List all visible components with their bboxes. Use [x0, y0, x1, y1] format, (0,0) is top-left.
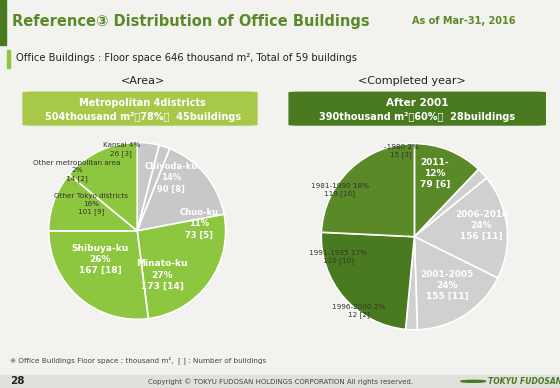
Text: 2001-2005
24%
155 [11]: 2001-2005 24% 155 [11]: [421, 270, 474, 301]
Wedge shape: [137, 145, 170, 231]
Text: Shibuya-ku
26%
167 [18]: Shibuya-ku 26% 167 [18]: [72, 244, 129, 275]
Circle shape: [461, 380, 486, 382]
Wedge shape: [137, 214, 226, 319]
Text: 28: 28: [10, 376, 25, 386]
Text: 2011-
12%
79 [6]: 2011- 12% 79 [6]: [419, 158, 450, 189]
Text: Kansai 4%
26 [3]: Kansai 4% 26 [3]: [102, 142, 140, 157]
Wedge shape: [321, 232, 414, 329]
Wedge shape: [137, 149, 224, 231]
Text: ※ Office Buildings Floor space : thousand m²,  [ ] : Number of buildings: ※ Office Buildings Floor space : thousan…: [10, 356, 267, 364]
Text: Other Tokyo districts
16%
101 [9]: Other Tokyo districts 16% 101 [9]: [54, 194, 128, 215]
Text: -1980 2%
15 [3]: -1980 2% 15 [3]: [384, 144, 419, 158]
Text: 1996-2000 2%
12 [2]: 1996-2000 2% 12 [2]: [332, 304, 385, 318]
Text: TOKYU FUDOSAN HOLDINGS: TOKYU FUDOSAN HOLDINGS: [488, 377, 560, 386]
Text: Chiyoda-ku
14%
90 [8]: Chiyoda-ku 14% 90 [8]: [144, 162, 198, 193]
Wedge shape: [414, 178, 507, 278]
Bar: [0, 0, 6, 45]
Text: Other metropolitan area
2%
14 [2]: Other metropolitan area 2% 14 [2]: [33, 160, 121, 182]
Text: 1991-1995 17%
110 [10]: 1991-1995 17% 110 [10]: [309, 250, 367, 264]
Text: 390thousand m²（60%）  28buildings: 390thousand m²（60%） 28buildings: [319, 112, 515, 122]
Text: Office Buildings : Floor space 646 thousand m², Total of 59 buildings: Office Buildings : Floor space 646 thous…: [16, 53, 357, 63]
Wedge shape: [414, 144, 479, 237]
Text: <Completed year>: <Completed year>: [358, 76, 465, 87]
Text: Minato-ku
27%
173 [14]: Minato-ku 27% 173 [14]: [136, 260, 188, 291]
Wedge shape: [69, 142, 137, 231]
Wedge shape: [49, 175, 137, 231]
Text: 1981-1990 18%
119 [16]: 1981-1990 18% 119 [16]: [311, 183, 369, 197]
Wedge shape: [414, 237, 498, 330]
Wedge shape: [49, 231, 148, 319]
Text: Metropolitan 4districts: Metropolitan 4districts: [80, 98, 206, 108]
Text: Copyright © TOKYU FUDOSAN HOLDINGS CORPORATION All rights reserved.: Copyright © TOKYU FUDOSAN HOLDINGS CORPO…: [147, 378, 413, 385]
Wedge shape: [137, 142, 159, 231]
Wedge shape: [405, 237, 417, 330]
Text: Reference③ Distribution of Office Buildings: Reference③ Distribution of Office Buildi…: [12, 14, 370, 29]
FancyBboxPatch shape: [288, 92, 546, 126]
Bar: [0, 375, 560, 388]
Wedge shape: [414, 169, 487, 237]
Text: Chuo-ku
11%
73 [5]: Chuo-ku 11% 73 [5]: [180, 208, 219, 239]
Text: After 2001: After 2001: [386, 98, 449, 108]
Wedge shape: [321, 144, 414, 237]
Text: <Area>: <Area>: [120, 76, 165, 87]
Bar: [7, 50, 10, 68]
Text: 504thousand m²（78%）  45buildings: 504thousand m²（78%） 45buildings: [45, 112, 241, 122]
FancyBboxPatch shape: [22, 92, 258, 126]
Text: As of Mar-31, 2016: As of Mar-31, 2016: [412, 16, 515, 26]
Text: 2006-2010
24%
156 [11]: 2006-2010 24% 156 [11]: [455, 210, 508, 241]
